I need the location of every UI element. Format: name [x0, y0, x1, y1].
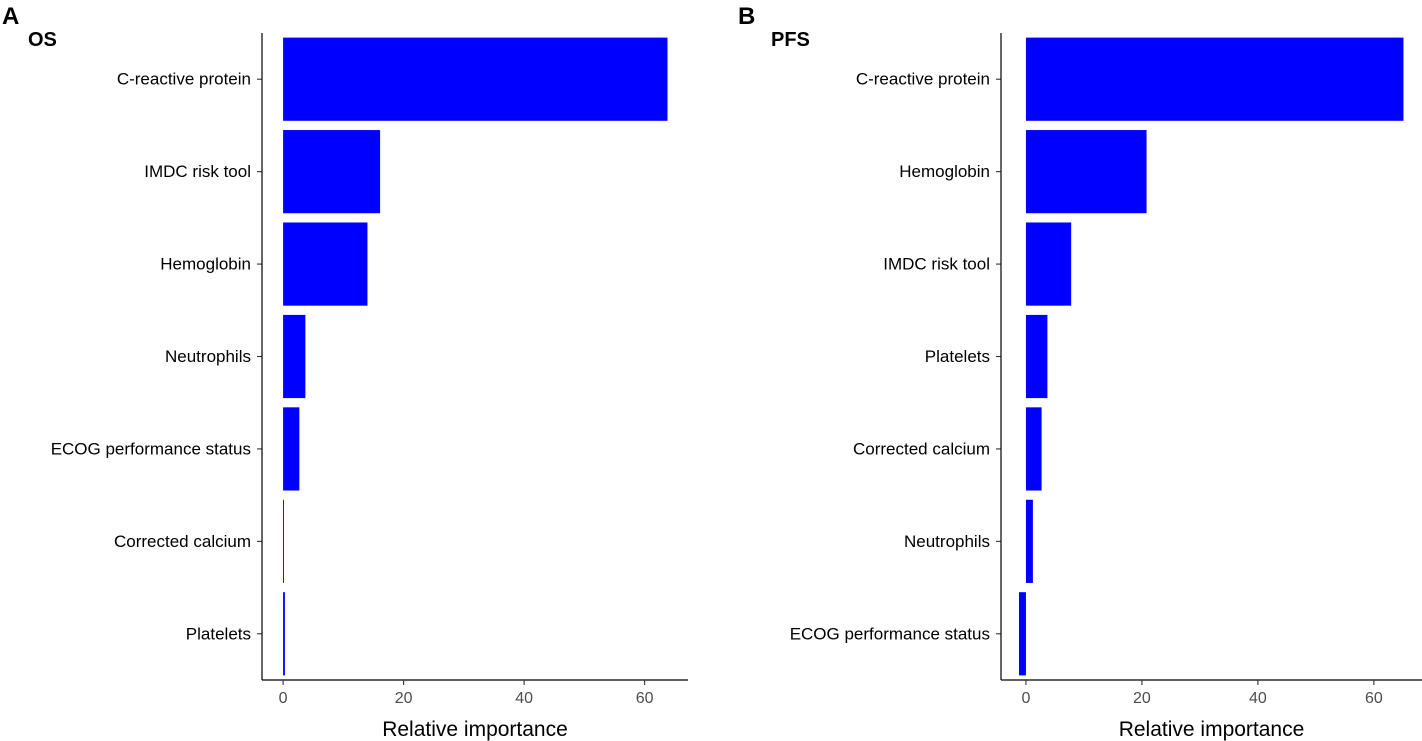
x-axis-title: Relative importance: [1119, 718, 1305, 741]
bar: [283, 407, 300, 491]
panel-letter: A: [2, 3, 19, 30]
x-tick-label: 40: [1249, 690, 1267, 707]
bar-series: [283, 37, 668, 676]
bar: [1025, 407, 1042, 491]
category-label: Hemoglobin: [160, 255, 251, 274]
category-label: C-reactive protein: [117, 70, 251, 89]
x-tick-label: 20: [1133, 690, 1151, 707]
category-label: Corrected calcium: [114, 532, 251, 551]
bar: [1025, 37, 1404, 121]
x-tick-label: 60: [636, 690, 654, 707]
panel-os: A OS C-reactive protein IMDC risk tool Hem…: [2, 3, 688, 741]
bar: [283, 130, 381, 214]
bar: [283, 37, 668, 121]
bar: [283, 222, 368, 306]
x-tick-label: 40: [515, 690, 533, 707]
x-axis-title: Relative importance: [382, 718, 568, 741]
x-tick-label: 20: [395, 690, 413, 707]
x-tick-label: 0: [279, 690, 288, 707]
bar-series: [1018, 37, 1404, 676]
category-label: C-reactive protein: [856, 70, 990, 89]
panel-pfs: B PFS C-reactive protein Hemoglobin IMDC r…: [738, 3, 1422, 741]
category-label: Neutrophils: [904, 532, 990, 551]
panel-letter: B: [738, 3, 755, 30]
category-labels: C-reactive protein IMDC risk tool Hemoglob…: [51, 70, 262, 643]
bar: [1025, 499, 1033, 583]
category-label: IMDC risk tool: [144, 162, 251, 181]
bar: [1025, 314, 1048, 399]
bar: [283, 592, 285, 676]
category-labels: C-reactive protein Hemoglobin IMDC risk to…: [790, 70, 1001, 643]
x-tick-label: 60: [1365, 690, 1383, 707]
category-label: ECOG performance status: [790, 624, 990, 643]
category-label: Hemoglobin: [899, 162, 990, 181]
x-tick-label: 0: [1021, 690, 1030, 707]
category-label: Corrected calcium: [853, 439, 990, 458]
bar: [1018, 592, 1026, 676]
panel-title: OS: [28, 29, 57, 51]
category-label: Platelets: [186, 624, 251, 643]
category-label: Neutrophils: [165, 347, 251, 366]
bar: [1025, 222, 1072, 306]
bar: [283, 499, 284, 583]
panel-title: PFS: [771, 29, 810, 51]
category-label: ECOG performance status: [51, 439, 251, 458]
bar: [1025, 130, 1147, 214]
x-ticks: 0 20 40 60: [1021, 680, 1383, 707]
x-ticks: 0 20 40 60: [279, 680, 654, 707]
bar: [283, 314, 306, 399]
category-label: Platelets: [925, 347, 990, 366]
category-label: IMDC risk tool: [883, 255, 990, 274]
